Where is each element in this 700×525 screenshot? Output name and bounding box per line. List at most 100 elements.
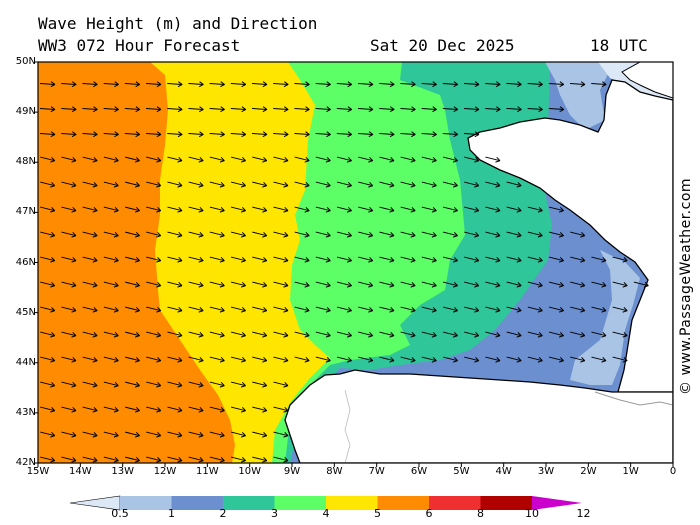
wave-arrow — [548, 256, 564, 263]
wave-arrow — [570, 331, 586, 338]
wave-arrow — [82, 81, 98, 88]
wave-arrow — [82, 381, 98, 388]
wave-arrow — [124, 81, 141, 88]
wave-arrow — [506, 331, 522, 338]
wave-arrow — [230, 306, 246, 313]
wave-arrow — [421, 81, 437, 88]
wave-arrow — [358, 256, 374, 263]
wave-arrow — [421, 156, 437, 163]
wave-arrow — [230, 431, 246, 438]
wave-arrow — [146, 181, 162, 188]
wave-arrow — [167, 331, 183, 338]
wave-arrow — [167, 306, 183, 313]
wave-arrow — [485, 281, 501, 288]
lon-label: 12W — [153, 466, 177, 477]
wave-arrow — [61, 231, 77, 238]
wave-arrow — [527, 231, 543, 238]
wave-arrow — [209, 456, 225, 463]
lon-label: 11W — [196, 466, 219, 477]
wave-arrow — [548, 306, 564, 313]
wave-arrow — [548, 356, 564, 363]
wave-arrow — [273, 181, 289, 188]
wave-arrow — [527, 256, 543, 263]
wave-arrow — [294, 356, 310, 363]
wave-arrow — [209, 431, 225, 438]
wave-arrow — [146, 431, 162, 438]
wave-arrow — [124, 381, 140, 388]
wave-arrow — [379, 231, 395, 238]
wave-arrow — [167, 256, 183, 263]
wave-arrow — [230, 381, 246, 388]
wave-arrow — [527, 331, 543, 338]
wave-arrow — [336, 306, 352, 313]
wave-arrow — [61, 381, 77, 388]
wave-arrow — [146, 206, 162, 213]
wave-arrow — [40, 306, 56, 313]
wave-arrow — [548, 281, 564, 288]
wave-arrow — [485, 331, 501, 338]
wave-arrow — [103, 231, 119, 238]
wave-arrow — [294, 181, 310, 188]
wave-arrow — [188, 81, 204, 88]
wave-arrow — [633, 281, 649, 288]
wave-arrow — [273, 206, 289, 213]
wave-arrow — [294, 81, 310, 88]
lat-label: 46N — [15, 256, 36, 268]
wave-arrow — [273, 406, 289, 413]
wave-arrow — [82, 206, 98, 213]
wave-arrow — [251, 81, 268, 88]
lat-label: 45N — [15, 306, 36, 318]
wave-arrow — [273, 281, 289, 288]
wave-arrow — [82, 181, 98, 188]
wave-arrow — [315, 306, 331, 313]
wave-arrow — [103, 106, 119, 113]
wave-arrow — [40, 381, 56, 388]
wave-arrow — [442, 231, 458, 238]
wave-arrow — [485, 181, 501, 188]
wave-arrow — [400, 106, 416, 113]
zone-1-2m-biscay — [570, 250, 640, 385]
wave-arrow — [188, 106, 204, 113]
wave-arrow — [421, 206, 437, 213]
wave-arrow — [167, 156, 183, 163]
wave-arrow — [61, 356, 77, 363]
wave-arrow — [421, 131, 437, 138]
wave-arrow — [103, 306, 119, 313]
wave-arrow — [103, 281, 119, 288]
legend-swatch — [120, 496, 172, 510]
wave-arrow — [209, 256, 225, 263]
wave-arrow — [188, 131, 204, 138]
wave-arrow — [273, 156, 289, 163]
wave-arrow — [103, 406, 119, 413]
wave-arrow — [336, 131, 353, 138]
wave-arrow — [103, 131, 119, 138]
wave-arrow — [400, 181, 416, 188]
wave-arrow — [527, 356, 543, 363]
wave-arrow — [464, 356, 480, 363]
legend-level-label: 2 — [219, 507, 227, 520]
lat-label: 47N — [15, 206, 36, 218]
wave-arrow — [570, 281, 586, 288]
legend-swatch — [171, 496, 223, 510]
wave-arrow — [442, 81, 459, 88]
wave-arrow — [570, 256, 586, 263]
wave-arrow — [103, 456, 119, 463]
wave-arrow — [146, 306, 162, 313]
wave-arrow — [61, 181, 77, 188]
wave-arrow — [230, 206, 246, 213]
wave-arrow — [400, 256, 416, 263]
lat-label: 42N — [15, 457, 36, 468]
wave-arrow — [442, 156, 458, 163]
wave-arrow — [400, 81, 416, 88]
wave-arrow — [82, 106, 98, 113]
lon-label: 14W — [69, 466, 92, 477]
wave-height-field — [38, 62, 673, 463]
wave-arrow — [103, 181, 119, 188]
wave-arrow — [358, 206, 374, 213]
wave-arrow — [39, 106, 56, 113]
wave-arrow — [61, 106, 77, 113]
wave-arrow — [188, 306, 204, 313]
wave-arrow — [146, 356, 162, 363]
wave-arrow — [400, 156, 416, 163]
